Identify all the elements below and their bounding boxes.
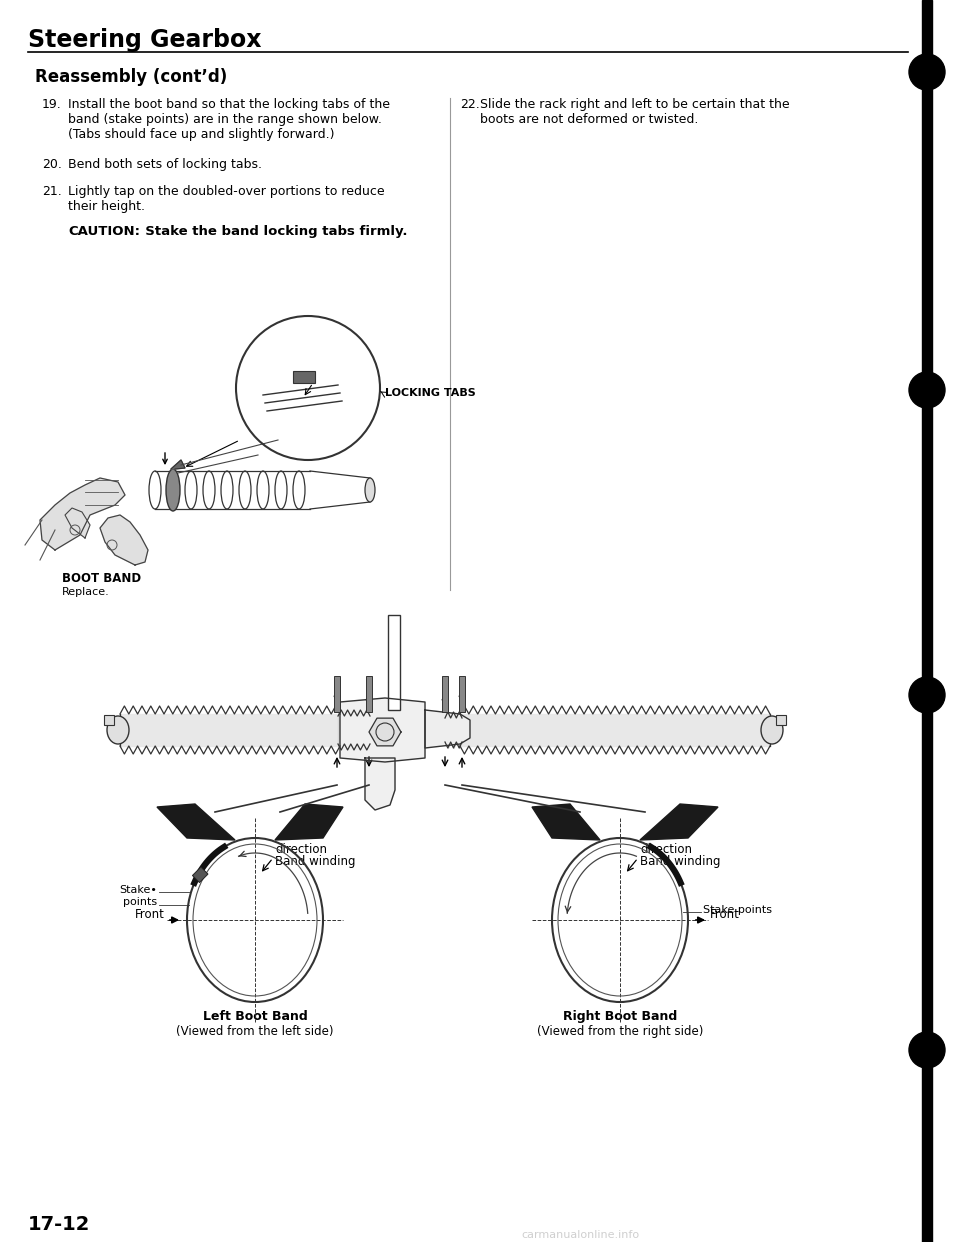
- Bar: [334, 676, 340, 712]
- Text: Lightly tap on the doubled-over portions to reduce: Lightly tap on the doubled-over portions…: [68, 185, 385, 197]
- Text: Right Boot Band: Right Boot Band: [563, 1010, 677, 1023]
- Polygon shape: [171, 460, 185, 469]
- Text: 22.: 22.: [460, 98, 480, 111]
- Bar: [459, 676, 465, 712]
- Circle shape: [909, 677, 945, 713]
- Circle shape: [909, 53, 945, 89]
- Text: Replace.: Replace.: [62, 587, 109, 597]
- Polygon shape: [369, 718, 401, 746]
- Text: (Viewed from the left side): (Viewed from the left side): [177, 1025, 334, 1038]
- Text: CAUTION:: CAUTION:: [68, 225, 140, 238]
- Polygon shape: [532, 804, 600, 840]
- Polygon shape: [40, 478, 125, 550]
- Bar: [922, 0, 932, 1242]
- Text: BOOT BAND: BOOT BAND: [62, 573, 141, 585]
- Text: boots are not deformed or twisted.: boots are not deformed or twisted.: [480, 113, 698, 125]
- Text: Band winding: Band winding: [640, 854, 721, 868]
- Text: 19.: 19.: [42, 98, 61, 111]
- Text: Stake the band locking tabs firmly.: Stake the band locking tabs firmly.: [136, 225, 407, 238]
- Polygon shape: [157, 804, 235, 840]
- Text: Reassembly (cont’d): Reassembly (cont’d): [35, 68, 228, 86]
- Text: Front: Front: [135, 908, 165, 922]
- Text: Slide the rack right and left to be certain that the: Slide the rack right and left to be cert…: [480, 98, 790, 111]
- Polygon shape: [340, 698, 425, 763]
- Text: points: points: [123, 897, 157, 907]
- Text: carmanualonline.info: carmanualonline.info: [521, 1230, 639, 1240]
- Text: direction: direction: [640, 843, 692, 856]
- Text: (Tabs should face up and slightly forward.): (Tabs should face up and slightly forwar…: [68, 128, 334, 142]
- Polygon shape: [100, 515, 148, 565]
- Text: 17-12: 17-12: [28, 1215, 90, 1235]
- Text: Band winding: Band winding: [275, 854, 355, 868]
- Polygon shape: [425, 710, 470, 748]
- Text: 21.: 21.: [42, 185, 61, 197]
- Text: Bend both sets of locking tabs.: Bend both sets of locking tabs.: [68, 158, 262, 171]
- Text: direction: direction: [275, 843, 327, 856]
- Bar: [293, 371, 315, 383]
- Polygon shape: [365, 758, 395, 810]
- Text: band (stake points) are in the range shown below.: band (stake points) are in the range sho…: [68, 113, 382, 125]
- Text: their height.: their height.: [68, 200, 145, 212]
- Ellipse shape: [107, 715, 129, 744]
- Bar: [366, 676, 372, 712]
- Text: Install the boot band so that the locking tabs of the: Install the boot band so that the lockin…: [68, 98, 390, 111]
- Circle shape: [909, 1032, 945, 1068]
- Ellipse shape: [166, 469, 180, 510]
- Circle shape: [909, 373, 945, 409]
- Bar: [442, 676, 448, 712]
- Ellipse shape: [761, 715, 783, 744]
- Bar: [104, 715, 114, 725]
- Ellipse shape: [365, 478, 375, 502]
- Polygon shape: [640, 804, 718, 840]
- Text: LOCKING TABS: LOCKING TABS: [385, 388, 476, 397]
- Text: Left Boot Band: Left Boot Band: [203, 1010, 307, 1023]
- Polygon shape: [65, 508, 90, 538]
- Text: (Viewed from the right side): (Viewed from the right side): [537, 1025, 703, 1038]
- Polygon shape: [275, 804, 343, 840]
- Text: Stake•: Stake•: [119, 886, 157, 895]
- Bar: [192, 867, 208, 883]
- Text: Steering Gearbox: Steering Gearbox: [28, 29, 261, 52]
- Text: 20.: 20.: [42, 158, 61, 171]
- Text: Stake points: Stake points: [703, 905, 772, 915]
- Bar: [776, 715, 786, 725]
- Bar: [388, 615, 400, 710]
- Text: Front: Front: [710, 908, 740, 922]
